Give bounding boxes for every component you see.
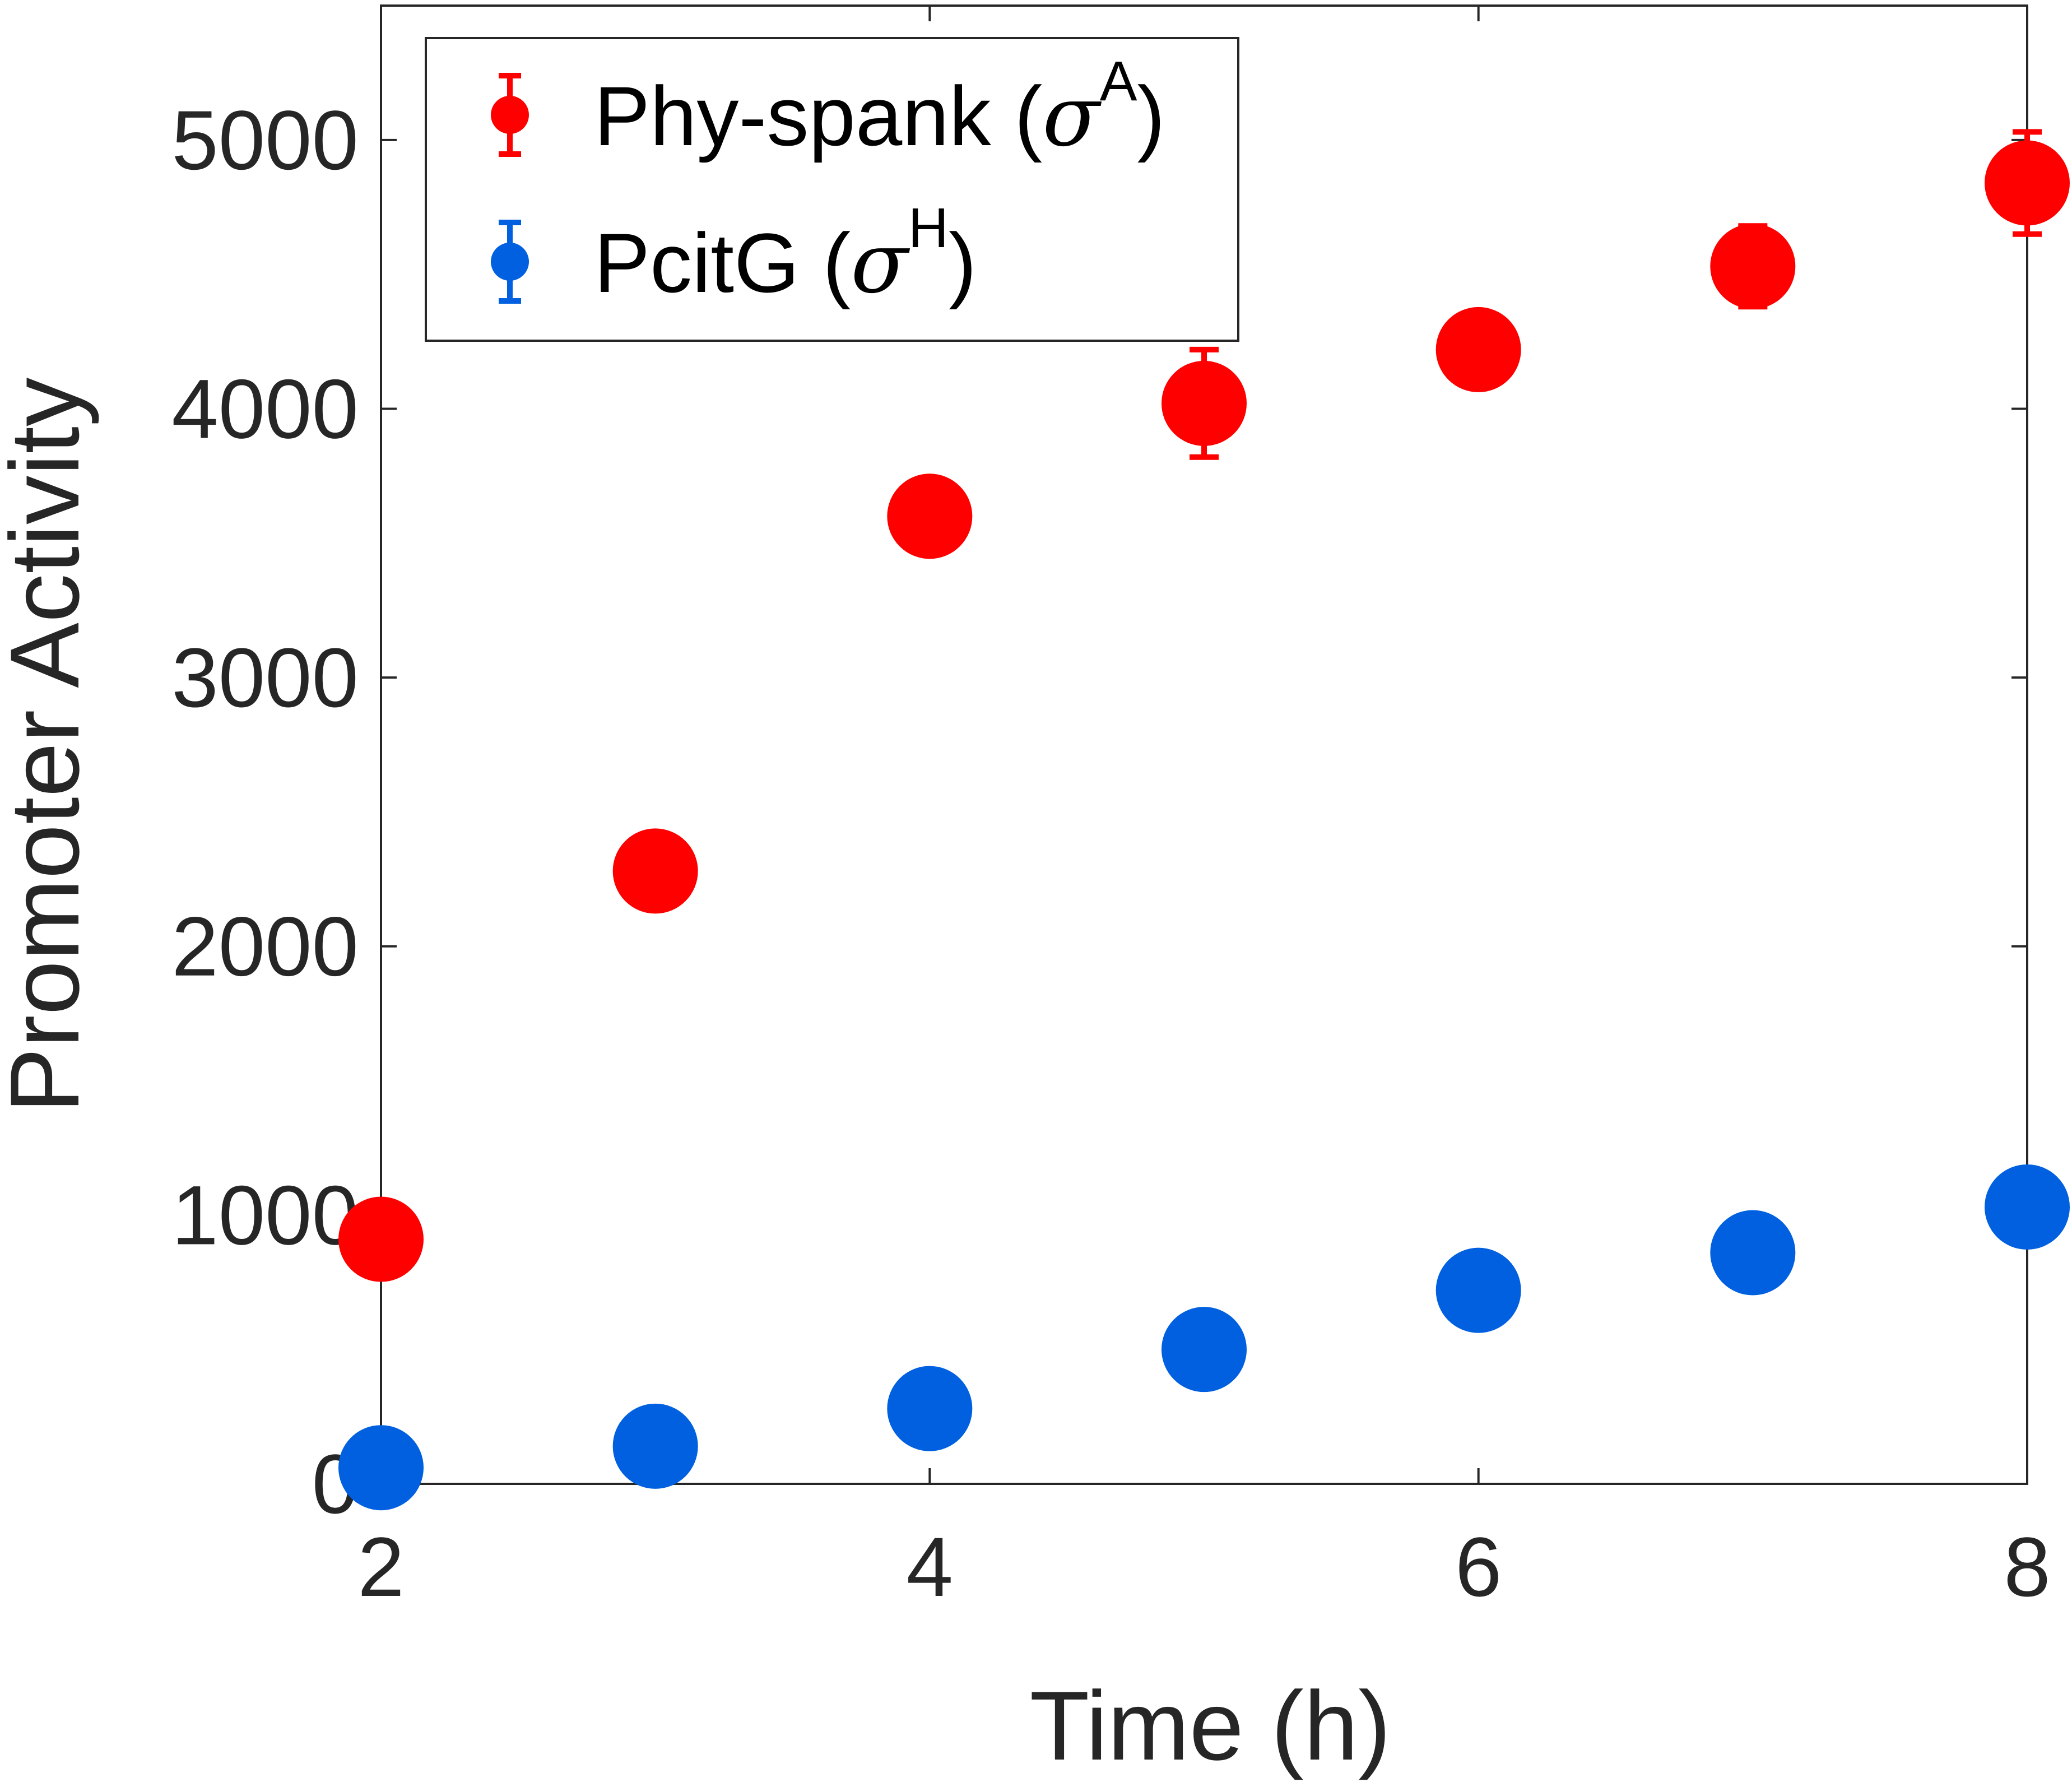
y-tick-label: 5000 <box>171 93 359 187</box>
data-point-red <box>612 828 698 914</box>
data-point-red <box>1162 360 1247 446</box>
legend-label: Phy-spank (σA) <box>594 50 1165 165</box>
data-point-red <box>338 1196 424 1282</box>
data-point-red <box>1435 307 1521 392</box>
data-point-blue <box>1435 1247 1521 1333</box>
data-point-red <box>1710 224 1796 309</box>
y-axis-title: Promoter Activity <box>0 377 100 1113</box>
data-point-red <box>887 474 973 559</box>
y-tick-label: 4000 <box>171 361 359 456</box>
data-point-red <box>1985 140 2070 226</box>
legend-marker <box>491 243 529 281</box>
y-tick-label: 2000 <box>171 899 359 994</box>
x-tick-label: 2 <box>357 1520 404 1614</box>
x-tick-label: 6 <box>1455 1520 1502 1614</box>
y-tick-label: 3000 <box>171 630 359 725</box>
plot-frame <box>380 4 2028 1485</box>
data-point-blue <box>612 1403 698 1489</box>
x-tick-label: 8 <box>2004 1520 2050 1614</box>
data-point-blue <box>1710 1210 1796 1296</box>
data-point-blue <box>338 1425 424 1511</box>
data-point-blue <box>1985 1164 2070 1250</box>
data-point-blue <box>887 1366 973 1451</box>
legend-marker <box>491 96 529 134</box>
legend-label: PcitG (σH) <box>594 197 977 312</box>
legend-box <box>425 37 1239 342</box>
y-tick-label: 1000 <box>171 1168 359 1262</box>
x-axis-title: Time (h) <box>1030 1672 1391 1781</box>
x-tick-label: 4 <box>907 1520 953 1614</box>
data-point-blue <box>1162 1307 1247 1393</box>
